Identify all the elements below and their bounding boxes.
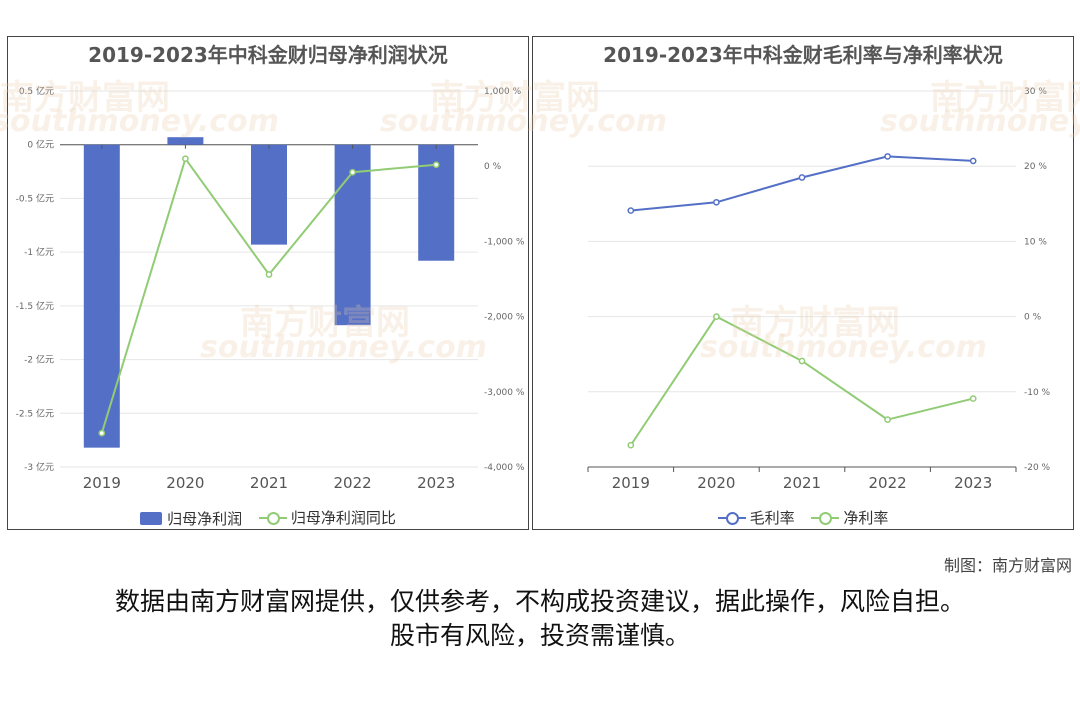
net-margin-point xyxy=(798,357,806,365)
y2-tick-label: -2,000 % xyxy=(484,313,525,323)
x-tick-label: 2023 xyxy=(954,474,992,492)
y-tick-label: 0 亿元 xyxy=(27,139,54,151)
net-margin-point xyxy=(627,441,635,449)
disclaimer-line-2: 股市有风险，投资需谨慎。 xyxy=(389,621,690,650)
chart-title: 2019-2023年中科金财毛利率与净利率状况 xyxy=(603,43,1003,67)
gross-margin-point xyxy=(798,174,806,181)
y2-tick-label: 1,000 % xyxy=(484,87,522,97)
net-profit-chart-panel: 0.5 亿元 0 亿元 -0.5 亿元 -1 亿元 -1.5 亿元 -2 亿元 -2.5 亿… xyxy=(7,36,529,530)
y-tick-label: -0.5 亿元 xyxy=(16,192,54,204)
y-tick-label: -1 亿元 xyxy=(24,246,54,258)
x-tick-label: 2021 xyxy=(783,474,821,492)
y-tick-label: 10 % xyxy=(1024,237,1047,247)
y-tick-label: -3 亿元 xyxy=(24,461,54,473)
y-tick-label: -2 亿元 xyxy=(24,354,54,366)
legend-label: 净利率 xyxy=(843,509,889,527)
x-tick-label: 2021 xyxy=(250,474,288,492)
chart-legend: 归母净利润 归母净利润同比 xyxy=(8,507,528,529)
margin-chart-panel: 30 % 20 % 10 % 0 % -10 % -20 % 2019 2020 2021 202… xyxy=(532,36,1074,530)
net-margin-point xyxy=(969,395,977,402)
legend-label: 归母净利润同比 xyxy=(290,509,396,527)
gross-margin-line xyxy=(630,155,974,212)
legend-item-net-margin[interactable]: 净利率 xyxy=(811,507,888,528)
legend-bar-swatch xyxy=(140,511,163,525)
chart-title: 2019-2023年中科金财归母净利润状况 xyxy=(88,43,448,67)
y-tick-label: -1.5 亿元 xyxy=(16,300,54,312)
yoy-point xyxy=(98,429,106,437)
legend-line-swatch xyxy=(717,511,746,525)
margin-chart: 30 % 20 % 10 % 0 % -10 % -20 % 2019 2020 2021 202… xyxy=(587,87,1051,492)
y2-tick-label: -4,000 % xyxy=(484,463,525,473)
yoy-point xyxy=(349,168,356,176)
net-margin-point xyxy=(884,416,891,423)
net-margin-point xyxy=(713,313,720,320)
yoy-point xyxy=(182,155,189,163)
net-profit-chart: 0.5 亿元 0 亿元 -0.5 亿元 -1 亿元 -1.5 亿元 -2 亿元 -2.5 亿… xyxy=(16,85,525,492)
y2-tick-label: -1,000 % xyxy=(484,237,525,247)
yoy-point xyxy=(265,271,273,278)
gross-margin-point xyxy=(713,198,720,206)
y-tick-label: 30 % xyxy=(1024,87,1047,97)
y2-tick-label: -3,000 % xyxy=(484,388,525,398)
disclaimer-line-1: 数据由南方财富网提供，仅供参考，不构成投资建议，据此操作，风险自担。 xyxy=(114,587,965,616)
x-tick-label: 2019 xyxy=(612,474,650,492)
x-tick-label: 2019 xyxy=(83,474,121,492)
y-tick-label: 0.5 亿元 xyxy=(19,85,54,97)
legend-item-net-profit-yoy[interactable]: 归母净利润同比 xyxy=(258,507,396,528)
legend-line-swatch xyxy=(811,511,840,525)
net-margin-line xyxy=(629,315,974,446)
x-tick-label: 2022 xyxy=(869,474,907,492)
x-tick-label: 2020 xyxy=(166,474,204,492)
legend-item-gross-margin[interactable]: 毛利率 xyxy=(717,507,795,528)
y-tick-label: -2.5 亿元 xyxy=(16,407,54,419)
legend-item-net-profit[interactable]: 归母净利润 xyxy=(140,508,242,529)
legend-label: 毛利率 xyxy=(749,509,795,527)
legend-label: 归母净利润 xyxy=(167,509,243,528)
gross-margin-point xyxy=(969,157,977,165)
gross-margin-point xyxy=(627,207,635,214)
y-tick-label: -20 % xyxy=(1024,463,1051,473)
gross-margin-point xyxy=(884,153,891,160)
x-tick-label: 2020 xyxy=(697,474,735,492)
y-tick-label: 20 % xyxy=(1024,162,1047,172)
y-tick-label: -10 % xyxy=(1024,388,1051,398)
x-tick-label: 2023 xyxy=(417,474,455,492)
x-tick-label: 2022 xyxy=(334,474,372,492)
legend-line-swatch xyxy=(258,511,287,525)
yoy-point xyxy=(432,161,440,169)
bar xyxy=(83,144,120,448)
y-tick-label: 0 % xyxy=(1024,313,1042,323)
chart-credit: 制图：南方财富网 xyxy=(943,556,1072,575)
y2-tick-label: 0 % xyxy=(484,162,502,172)
bar xyxy=(167,137,204,145)
chart-legend: 毛利率 净利率 xyxy=(533,507,1073,529)
bar xyxy=(251,144,287,245)
